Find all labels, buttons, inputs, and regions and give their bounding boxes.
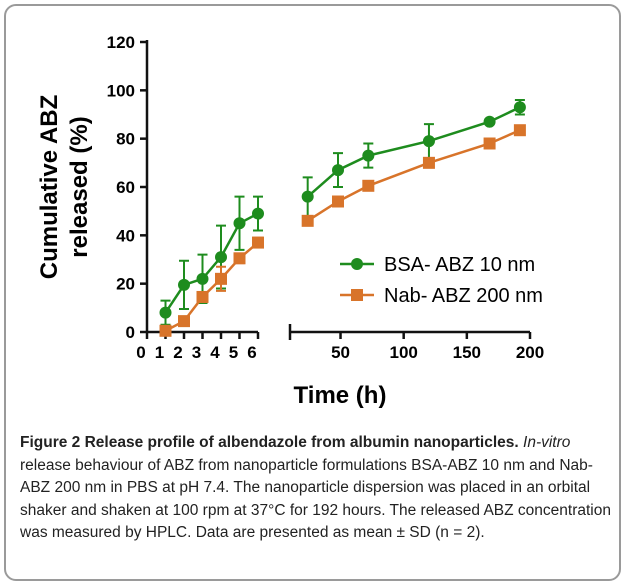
data-point bbox=[233, 217, 246, 230]
data-point bbox=[513, 124, 526, 137]
data-point bbox=[301, 190, 314, 203]
data-point bbox=[215, 272, 227, 285]
y-tick-label: 80 bbox=[116, 130, 135, 149]
x-tick-label: 6 bbox=[247, 343, 256, 362]
data-point bbox=[422, 135, 435, 148]
y-tick-label: 120 bbox=[107, 33, 135, 52]
x-tick-label: 4 bbox=[210, 343, 220, 362]
data-point bbox=[332, 195, 344, 208]
caption: Figure 2 Release profile of albendazole … bbox=[20, 432, 612, 545]
data-point bbox=[196, 272, 209, 285]
data-point bbox=[483, 115, 496, 128]
y-axis-label: Cumulative ABZ bbox=[36, 95, 63, 279]
legend-label: Nab- ABZ 200 nm bbox=[384, 285, 543, 307]
data-point bbox=[513, 101, 526, 114]
data-point bbox=[422, 156, 435, 169]
data-point bbox=[178, 315, 190, 328]
y-tick-label: 20 bbox=[116, 275, 135, 294]
data-point bbox=[159, 306, 172, 319]
data-point bbox=[252, 207, 264, 220]
y-tick-label: 0 bbox=[126, 323, 135, 342]
x-tick-label: 2 bbox=[173, 343, 182, 362]
data-point bbox=[362, 179, 375, 192]
caption-italic: In-vitro bbox=[523, 434, 571, 451]
data-point bbox=[483, 137, 496, 150]
x-axis-label: Time (h) bbox=[294, 382, 387, 409]
x-tick-label: 200 bbox=[516, 343, 544, 362]
data-point bbox=[196, 290, 209, 303]
caption-title: Figure 2 Release profile of albendazole … bbox=[20, 434, 519, 451]
data-point bbox=[252, 236, 264, 249]
x-tick-label: 3 bbox=[192, 343, 201, 362]
data-point bbox=[178, 278, 190, 291]
x-tick-label: 150 bbox=[453, 343, 481, 362]
y-tick-label: 40 bbox=[116, 226, 135, 245]
x-tick-label: 1 bbox=[155, 343, 164, 362]
legend-label: BSA- ABZ 10 nm bbox=[384, 254, 535, 276]
y-axis-label: released (%) bbox=[66, 116, 93, 257]
data-point bbox=[215, 251, 227, 264]
legend-marker bbox=[351, 258, 363, 270]
x-tick-label: 50 bbox=[331, 343, 350, 362]
x-tick-label: 100 bbox=[389, 343, 417, 362]
data-point bbox=[233, 252, 246, 265]
data-point bbox=[301, 214, 314, 227]
y-tick-label: 100 bbox=[107, 81, 135, 100]
figure-frame bbox=[4, 4, 621, 581]
y-tick-label: 60 bbox=[116, 178, 135, 197]
legend-marker bbox=[351, 289, 363, 301]
data-point bbox=[332, 164, 344, 177]
data-point bbox=[159, 324, 172, 337]
x-tick-label: 5 bbox=[229, 343, 238, 362]
caption-text: release behaviour of ABZ from nanopartic… bbox=[20, 456, 611, 542]
data-point bbox=[362, 149, 375, 162]
x-tick-label: 0 bbox=[136, 343, 145, 362]
